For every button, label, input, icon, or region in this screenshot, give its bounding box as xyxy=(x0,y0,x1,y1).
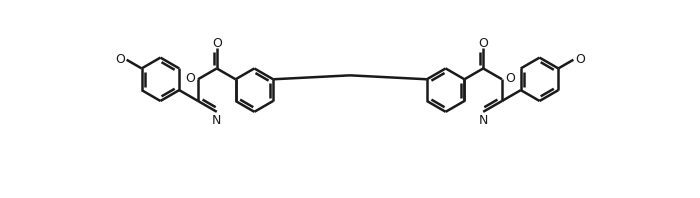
Text: O: O xyxy=(186,72,195,85)
Text: O: O xyxy=(505,72,514,85)
Text: O: O xyxy=(212,37,222,50)
Text: O: O xyxy=(115,53,125,66)
Text: N: N xyxy=(479,114,488,127)
Text: N: N xyxy=(212,114,221,127)
Text: O: O xyxy=(478,37,488,50)
Text: O: O xyxy=(575,53,585,66)
